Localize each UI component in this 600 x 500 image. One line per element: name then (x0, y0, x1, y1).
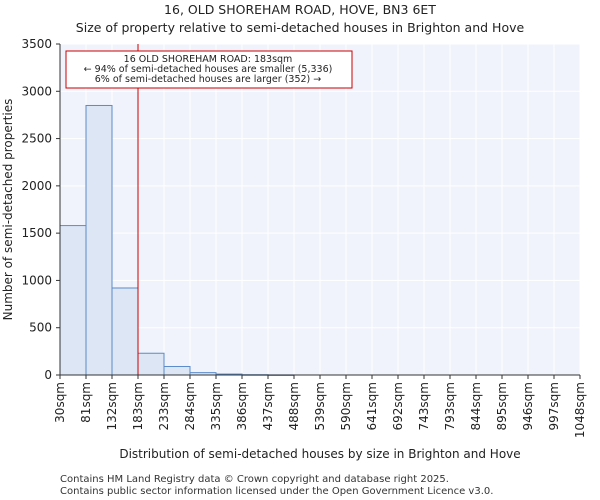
y-tick-label: 0 (44, 368, 52, 382)
x-tick-label: 946sqm (521, 382, 535, 430)
annotation-border (65, 50, 353, 89)
bar (163, 365, 191, 376)
chart-title: 16, OLD SHOREHAM ROAD, HOVE, BN3 6ET (164, 2, 436, 17)
x-tick-label: 386sqm (235, 382, 249, 430)
chart-subtitle: Size of property relative to semi-detach… (75, 20, 525, 35)
histogram-chart: 0 500 1000 1500 2000 2500 3000 3500 30sqm 81sqm 1… (1, 37, 587, 461)
y-tick-label: 3500 (21, 37, 52, 51)
x-tick-label: 335sqm (209, 382, 223, 430)
footer-line-1: Contains HM Land Registry data © Crown c… (60, 474, 449, 485)
bar (59, 225, 87, 376)
annotation-line-1: 16 OLD SHOREHAM ROAD: 183sqm (124, 54, 293, 65)
x-tick-label: 30sqm (53, 382, 67, 423)
y-tick-label: 2500 (21, 132, 52, 146)
bar (137, 352, 165, 376)
x-tick-label: 437sqm (261, 382, 275, 430)
x-tick-label: 997sqm (547, 382, 561, 430)
x-tick-label: 539sqm (313, 382, 327, 430)
y-tick-label: 1500 (21, 226, 52, 240)
bar (111, 287, 139, 376)
bars (59, 104, 295, 376)
grid-lines (60, 43, 581, 376)
x-tick-label: 1048sqm (573, 382, 587, 438)
y-tick-label: 2000 (21, 179, 52, 193)
y-axis: 0 500 1000 1500 2000 2500 3000 3500 (21, 37, 61, 382)
x-tick-label: 641sqm (365, 382, 379, 430)
x-tick-label: 488sqm (287, 382, 301, 430)
annotation-line-2: ← 94% of semi-detached houses are smalle… (84, 64, 333, 75)
x-axis: 30sqm 81sqm 132sqm 183sqm 233sqm 284sqm 335sqm… (53, 374, 587, 438)
bar (85, 104, 113, 376)
x-tick-label: 844sqm (469, 382, 483, 430)
x-tick-label: 233sqm (157, 382, 171, 430)
x-axis-label: Distribution of semi-detached houses by … (119, 447, 520, 461)
x-tick-label: 284sqm (183, 382, 197, 430)
annotation-line-3: 6% of semi-detached houses are larger (3… (95, 74, 322, 85)
x-tick-label: 743sqm (417, 382, 431, 430)
x-tick-label: 793sqm (443, 382, 457, 430)
x-tick-label: 692sqm (391, 382, 405, 430)
x-tick-label: 183sqm (131, 382, 145, 430)
x-tick-label: 590sqm (339, 382, 353, 430)
x-tick-label: 895sqm (495, 382, 509, 430)
annotation-box: 16 OLD SHOREHAM ROAD: 183sqm ← 94% of se… (65, 50, 353, 89)
x-tick-label: 81sqm (79, 382, 93, 423)
y-axis-label: Number of semi-detached properties (1, 99, 15, 321)
footer-line-2: Contains public sector information licen… (60, 486, 494, 497)
y-tick-label: 1000 (21, 273, 52, 287)
x-tick-label: 132sqm (105, 382, 119, 430)
y-tick-label: 3000 (21, 84, 52, 98)
y-tick-label: 500 (29, 321, 52, 335)
